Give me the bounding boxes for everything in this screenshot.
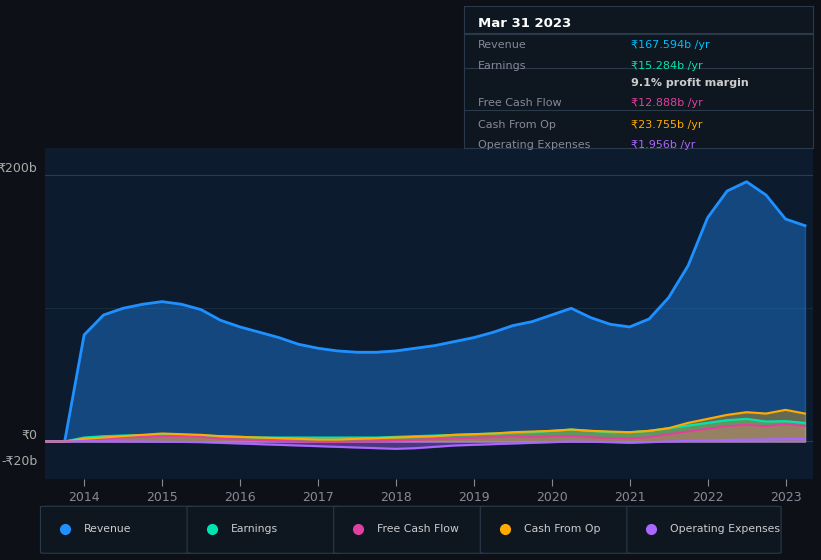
Text: ₹0: ₹0 — [21, 428, 38, 441]
Text: ₹23.755b /yr: ₹23.755b /yr — [631, 120, 703, 130]
Text: -₹20b: -₹20b — [1, 455, 38, 468]
FancyBboxPatch shape — [627, 506, 781, 553]
FancyBboxPatch shape — [187, 506, 342, 553]
Text: ₹167.594b /yr: ₹167.594b /yr — [631, 40, 710, 50]
Text: Cash From Op: Cash From Op — [478, 120, 556, 130]
Text: Revenue: Revenue — [84, 524, 131, 534]
Text: ₹15.284b /yr: ₹15.284b /yr — [631, 61, 703, 71]
FancyBboxPatch shape — [333, 506, 488, 553]
Text: Earnings: Earnings — [478, 61, 526, 71]
Text: Operating Expenses: Operating Expenses — [671, 524, 781, 534]
Text: Mar 31 2023: Mar 31 2023 — [478, 17, 571, 30]
FancyBboxPatch shape — [480, 506, 635, 553]
Text: Cash From Op: Cash From Op — [524, 524, 600, 534]
Text: Free Cash Flow: Free Cash Flow — [377, 524, 459, 534]
Text: Revenue: Revenue — [478, 40, 526, 50]
Text: Operating Expenses: Operating Expenses — [478, 140, 590, 150]
Text: Earnings: Earnings — [231, 524, 277, 534]
Text: Free Cash Flow: Free Cash Flow — [478, 99, 562, 109]
Text: ₹200b: ₹200b — [0, 162, 38, 175]
Text: 9.1% profit margin: 9.1% profit margin — [631, 78, 749, 88]
Text: ₹12.888b /yr: ₹12.888b /yr — [631, 99, 703, 109]
Text: ₹1.956b /yr: ₹1.956b /yr — [631, 140, 695, 150]
FancyBboxPatch shape — [40, 506, 195, 553]
